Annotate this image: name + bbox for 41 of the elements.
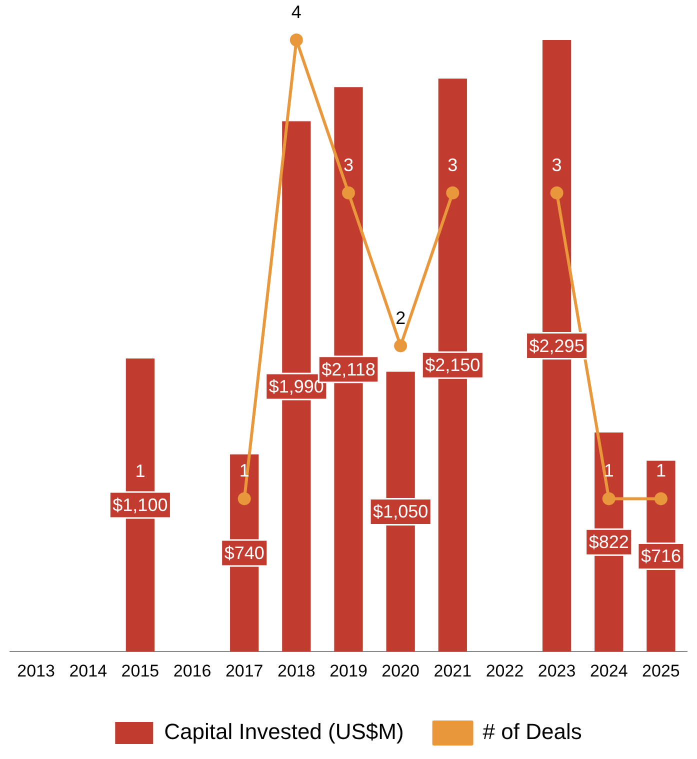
point (342, 186, 355, 200)
x-tick-label: 2025 (642, 661, 680, 680)
point (654, 492, 668, 506)
data-label: $716 (640, 546, 681, 566)
data-label: $2,295 (529, 336, 584, 356)
legend-label: Capital Invested (US$M) (164, 719, 404, 744)
data-label: 1 (239, 460, 250, 481)
point (238, 492, 251, 506)
data-label: $740 (224, 542, 264, 563)
data-label: $1,990 (268, 376, 324, 396)
data-label: 1 (604, 460, 614, 481)
point (550, 186, 564, 200)
point (290, 34, 303, 46)
x-tick-label: 2020 (382, 661, 420, 680)
point (446, 186, 460, 200)
x-tick-label: 2015 (121, 661, 160, 680)
x-tick-label: 2024 (590, 661, 628, 680)
x-tick-label: 2023 (538, 661, 576, 680)
x-tick-label: 2013 (17, 661, 55, 680)
data-label: 3 (448, 154, 458, 175)
annotation: 1 (135, 461, 146, 481)
x-tick-label: 2018 (278, 661, 316, 680)
data-label: 3 (343, 154, 354, 175)
x-tick-label: 2017 (225, 661, 264, 680)
point (602, 492, 616, 506)
data-label: $2,150 (425, 355, 480, 376)
x-tick-label: 2022 (486, 661, 524, 680)
x-tick-label: 2019 (330, 661, 368, 680)
point (394, 339, 408, 352)
data-label: 2 (396, 308, 406, 328)
data-label: $1,100 (112, 495, 168, 515)
data-label: $1,050 (373, 502, 428, 522)
legend-label: # of Deals (482, 719, 582, 744)
x-tick-label: 2021 (434, 661, 472, 680)
data-label: 1 (656, 460, 666, 481)
data-label: 4 (291, 2, 302, 22)
data-label: $2,118 (322, 359, 376, 380)
x-tick-label: 2014 (69, 661, 108, 680)
x-tick-label: 2016 (173, 661, 212, 680)
data-label: $822 (588, 532, 629, 552)
data-label: 3 (552, 154, 562, 175)
